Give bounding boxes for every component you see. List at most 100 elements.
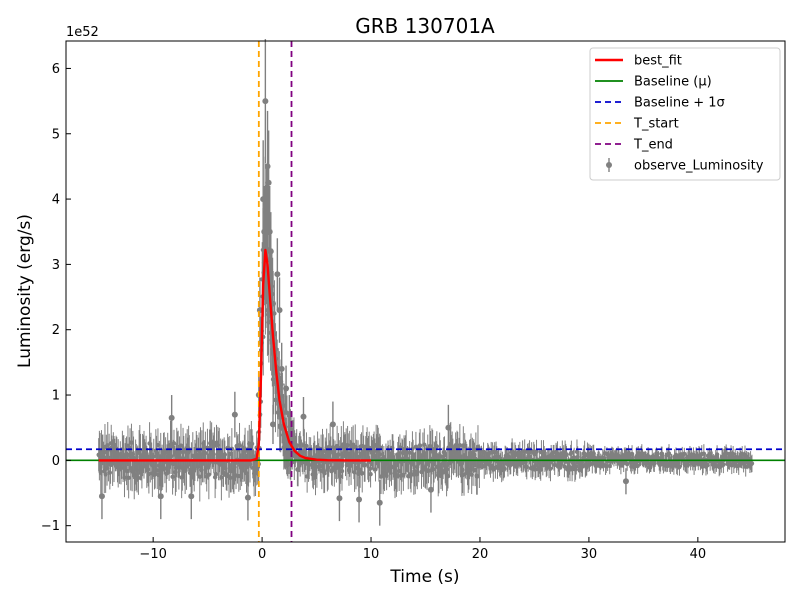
data-point bbox=[562, 464, 567, 469]
legend-label: observe_Luminosity bbox=[634, 159, 764, 174]
data-point bbox=[548, 466, 553, 471]
y-tick-label: 2 bbox=[52, 323, 60, 338]
chart-title: GRB 130701A bbox=[355, 14, 495, 38]
data-point bbox=[622, 478, 629, 485]
x-tick-label: 20 bbox=[472, 547, 489, 562]
data-point bbox=[345, 442, 350, 448]
data-point bbox=[168, 454, 174, 459]
data-point bbox=[231, 411, 238, 418]
data-point bbox=[122, 475, 127, 480]
x-tick-label: 30 bbox=[581, 547, 598, 562]
data-point bbox=[329, 421, 336, 428]
legend-label: Baseline (μ) bbox=[634, 75, 712, 90]
data-point bbox=[267, 248, 274, 255]
data-point bbox=[356, 496, 363, 503]
data-point bbox=[237, 443, 242, 448]
data-point bbox=[168, 414, 175, 421]
data-point bbox=[431, 467, 436, 472]
data-point bbox=[367, 466, 373, 472]
data-point bbox=[222, 452, 228, 457]
data-point bbox=[98, 493, 105, 500]
legend-label: best_fit bbox=[634, 54, 682, 69]
data-point bbox=[362, 462, 368, 468]
y-tick-label: −1 bbox=[41, 519, 60, 534]
data-point bbox=[244, 470, 249, 476]
data-point bbox=[294, 443, 299, 448]
y-tick-label: 3 bbox=[52, 258, 60, 273]
y-offset-label: 1e52 bbox=[66, 25, 99, 40]
data-point bbox=[417, 443, 423, 448]
x-tick-label: 10 bbox=[363, 547, 380, 562]
data-point bbox=[502, 466, 507, 472]
data-point bbox=[666, 451, 672, 456]
data-point bbox=[126, 475, 131, 481]
data-point bbox=[136, 475, 141, 481]
data-point bbox=[493, 450, 499, 455]
data-point bbox=[721, 462, 726, 467]
x-tick-label: 40 bbox=[690, 547, 707, 562]
data-point bbox=[422, 442, 427, 447]
data-point bbox=[249, 441, 255, 446]
data-point bbox=[336, 452, 341, 457]
data-point bbox=[203, 450, 208, 456]
legend-label: T_end bbox=[633, 138, 673, 153]
data-point bbox=[339, 468, 345, 474]
data-point bbox=[730, 451, 736, 457]
data-point bbox=[434, 444, 440, 449]
data-point bbox=[206, 472, 212, 477]
data-point bbox=[336, 495, 343, 502]
data-point bbox=[407, 450, 412, 455]
data-point bbox=[145, 467, 151, 472]
data-point bbox=[276, 307, 283, 314]
data-point bbox=[219, 475, 224, 480]
data-point bbox=[569, 450, 574, 455]
data-point bbox=[188, 493, 195, 500]
data-point bbox=[360, 470, 365, 476]
data-point bbox=[260, 196, 267, 203]
observed-series bbox=[96, 39, 755, 526]
data-point bbox=[278, 365, 285, 372]
data-point bbox=[212, 443, 217, 448]
data-point bbox=[538, 467, 543, 472]
data-point bbox=[682, 451, 687, 457]
data-point bbox=[304, 443, 309, 449]
y-tick-label: 6 bbox=[52, 62, 60, 77]
data-point bbox=[152, 471, 158, 477]
data-point bbox=[157, 493, 164, 500]
legend-label: Baseline + 1σ bbox=[634, 96, 725, 111]
data-point bbox=[300, 413, 307, 420]
data-point bbox=[274, 271, 281, 278]
data-point bbox=[685, 462, 691, 468]
data-point bbox=[262, 98, 269, 105]
data-point bbox=[705, 463, 710, 468]
data-point bbox=[445, 424, 452, 431]
legend: best_fit Baseline (μ) Baseline + 1σ T_start… bbox=[589, 47, 781, 181]
y-tick-label: 5 bbox=[52, 127, 60, 142]
data-point bbox=[376, 499, 383, 506]
data-point bbox=[291, 435, 297, 440]
data-point bbox=[170, 474, 175, 479]
data-point bbox=[475, 474, 480, 479]
data-point bbox=[373, 467, 378, 472]
data-point bbox=[427, 486, 434, 493]
data-point bbox=[266, 228, 273, 235]
y-axis-label: Luminosity (erg/s) bbox=[15, 214, 35, 368]
data-point bbox=[325, 465, 331, 470]
data-point bbox=[171, 441, 177, 446]
y-tick-label: 4 bbox=[52, 193, 60, 208]
best-fit-line bbox=[98, 248, 371, 462]
data-point bbox=[107, 470, 113, 475]
legend-box bbox=[589, 47, 781, 181]
plot-frame bbox=[65, 40, 786, 543]
data-point bbox=[244, 494, 251, 501]
legend-swatch bbox=[606, 162, 612, 168]
data-point bbox=[283, 385, 290, 392]
data-point bbox=[264, 163, 271, 170]
x-tick-label: −10 bbox=[139, 547, 166, 562]
data-point bbox=[211, 452, 216, 457]
y-tick-label: 0 bbox=[52, 454, 60, 469]
y-tick-label: 1 bbox=[52, 389, 60, 404]
data-point bbox=[151, 454, 156, 459]
